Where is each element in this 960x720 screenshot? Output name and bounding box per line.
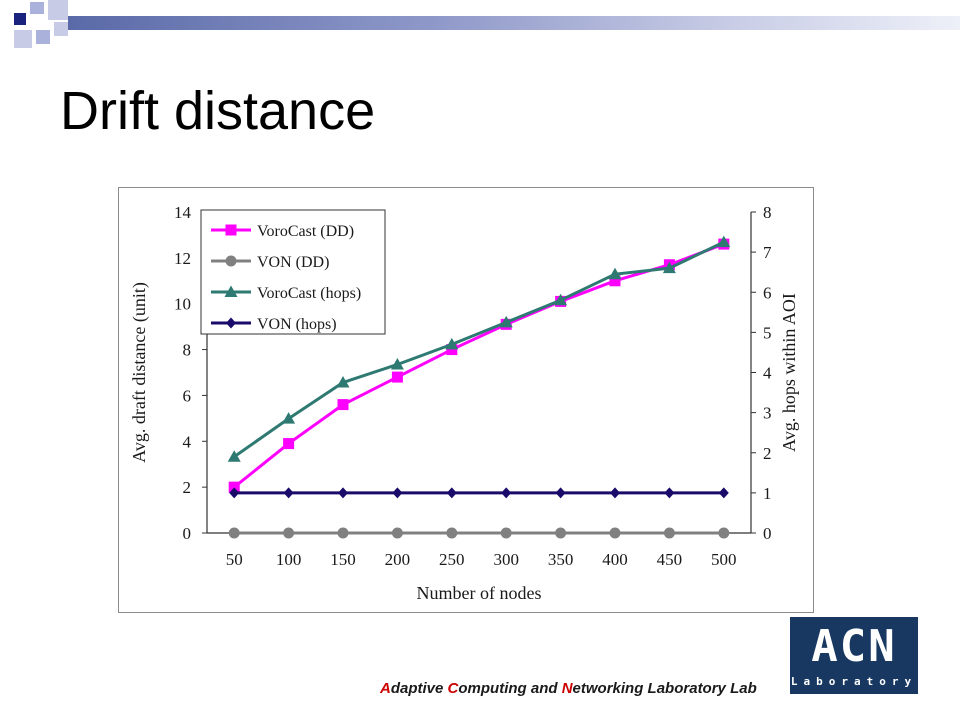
legend-marker-2 bbox=[225, 255, 237, 267]
series-1-point bbox=[446, 344, 458, 356]
y-tick-label-left: 12 bbox=[174, 249, 191, 268]
series-2-point bbox=[718, 527, 730, 539]
series-3-point bbox=[717, 235, 731, 248]
x-tick-label: 200 bbox=[385, 550, 411, 569]
y-tick-label-left: 2 bbox=[183, 478, 192, 497]
y-tick-label-left: 10 bbox=[174, 295, 191, 314]
series-2-point bbox=[500, 527, 512, 539]
series-1-point bbox=[228, 481, 240, 493]
y-tick-label-left: 8 bbox=[183, 341, 192, 360]
y-tick-label-right: 6 bbox=[763, 283, 772, 302]
x-tick-label: 450 bbox=[657, 550, 683, 569]
series-4-point bbox=[338, 487, 348, 499]
series-3-point bbox=[554, 293, 568, 306]
series-4-point bbox=[283, 487, 294, 499]
legend-label-4: VON (hops) bbox=[257, 316, 337, 333]
y-axis-title-right: Avg. hops within AOI bbox=[779, 293, 799, 452]
series-2-point bbox=[663, 527, 675, 539]
x-tick-label: 500 bbox=[711, 550, 737, 569]
series-3-point bbox=[227, 450, 241, 462]
decor-square-light bbox=[30, 2, 44, 14]
y-tick-label-right: 0 bbox=[763, 524, 772, 543]
y-tick-label-left: 0 bbox=[183, 524, 192, 543]
footer-initial: A bbox=[380, 680, 391, 697]
footer-lab-name: Adaptive Computing and Networking Labora… bbox=[380, 680, 780, 697]
y-tick-label-right: 8 bbox=[763, 203, 772, 222]
x-tick-label: 150 bbox=[330, 550, 356, 569]
acn-logo: ACN Laboratory bbox=[790, 617, 918, 694]
series-2-point bbox=[228, 527, 240, 539]
y-tick-label-right: 5 bbox=[763, 323, 772, 342]
series-1-point bbox=[609, 275, 621, 287]
y-tick-label-left: 14 bbox=[174, 203, 192, 222]
series-4-point bbox=[229, 487, 240, 499]
decor-square-lavender-3 bbox=[54, 22, 68, 36]
series-4-point bbox=[501, 487, 512, 499]
y-tick-label-left: 6 bbox=[183, 386, 192, 405]
logo-laboratory-text: Laboratory bbox=[790, 675, 918, 688]
logo-acn-text: ACN bbox=[811, 621, 897, 672]
y-tick-label-left: 4 bbox=[183, 432, 192, 451]
legend-marker-4 bbox=[226, 317, 236, 329]
series-3-point bbox=[282, 412, 296, 424]
x-tick-label: 400 bbox=[602, 550, 628, 569]
legend-label-3: VoroCast (hops) bbox=[257, 285, 361, 302]
footer-initial: N bbox=[561, 680, 573, 697]
series-2-point bbox=[446, 527, 458, 539]
x-tick-label: 350 bbox=[548, 550, 574, 569]
series-line-1 bbox=[233, 242, 725, 489]
legend-marker-1 bbox=[225, 224, 237, 236]
series-2-point bbox=[555, 527, 567, 539]
x-tick-label: 300 bbox=[493, 550, 519, 569]
y-tick-label-right: 3 bbox=[763, 404, 772, 423]
decor-square-lavender bbox=[48, 0, 68, 20]
series-2-point bbox=[337, 527, 349, 539]
legend-label-2: VON (DD) bbox=[257, 254, 329, 271]
x-tick-label: 100 bbox=[276, 550, 302, 569]
series-4-point bbox=[392, 487, 403, 499]
y-tick-label-right: 2 bbox=[763, 444, 772, 463]
series-3-point bbox=[390, 357, 404, 370]
footer-text-part: daptive bbox=[390, 680, 448, 697]
x-tick-label: 50 bbox=[226, 550, 243, 569]
series-4-point bbox=[610, 487, 620, 499]
series-3-point bbox=[608, 267, 622, 280]
y-tick-label-right: 1 bbox=[763, 484, 772, 503]
series-2-point bbox=[283, 527, 295, 539]
series-2-point bbox=[609, 527, 621, 539]
series-3-point bbox=[336, 376, 350, 388]
series-4-point bbox=[555, 487, 566, 499]
series-4-point bbox=[664, 487, 675, 499]
series-3-point bbox=[445, 337, 459, 350]
series-4-point bbox=[446, 487, 457, 499]
x-axis-title: Number of nodes bbox=[417, 583, 542, 603]
header-bar bbox=[68, 16, 960, 30]
series-1-point bbox=[337, 399, 349, 411]
decor-square-light-2 bbox=[36, 30, 50, 44]
y-axis-title-left: Avg. draft distance (unit) bbox=[129, 282, 150, 463]
chart-frame: 0 2 4 6 8 10 12 14 0 1 2 3 4 5 6 7 8 50 100 150 200 250 300 350… bbox=[118, 187, 814, 613]
footer-initial: C bbox=[447, 680, 459, 697]
x-tick-label: 250 bbox=[439, 550, 465, 569]
decor-square-navy bbox=[14, 13, 26, 25]
series-3-point bbox=[662, 261, 676, 274]
footer-text-part: etworking Laboratory Lab bbox=[572, 680, 757, 697]
slide-title: Drift distance bbox=[60, 81, 376, 141]
series-3-point bbox=[499, 315, 513, 328]
y-tick-label-right: 7 bbox=[763, 243, 772, 262]
legend-label-1: VoroCast (DD) bbox=[257, 223, 354, 240]
footer-text-part: omputing and bbox=[458, 680, 562, 697]
y-tick-label-right: 4 bbox=[763, 364, 772, 383]
legend-marker-3 bbox=[224, 285, 238, 297]
series-1-point bbox=[391, 371, 403, 383]
series-4-point bbox=[718, 487, 729, 499]
series-2-point bbox=[391, 527, 403, 539]
series-line-3 bbox=[233, 240, 725, 458]
series-1-point bbox=[283, 438, 295, 450]
decor-square-lavender-2 bbox=[14, 30, 32, 48]
